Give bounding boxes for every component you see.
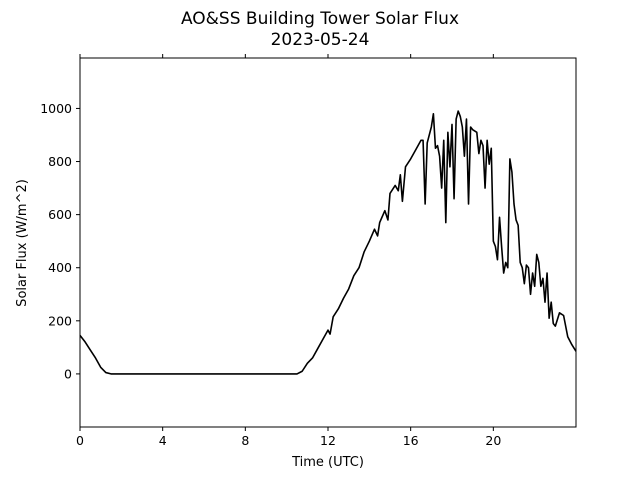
x-axis-label: Time (UTC): [291, 455, 364, 470]
x-tick-label: 8: [241, 433, 249, 448]
data-line: [79, 110, 577, 375]
x-tick-label: 16: [403, 433, 419, 448]
x-tick-label: 0: [76, 433, 84, 448]
x-tick-label: 20: [485, 433, 501, 448]
y-tick-label: 400: [48, 260, 72, 275]
x-tick-label: 4: [159, 433, 167, 448]
plot-frame: [79, 57, 577, 428]
y-tick-label: 0: [64, 366, 72, 381]
y-tick-label: 1000: [40, 101, 72, 116]
chart-subtitle: 2023-05-24: [271, 30, 370, 50]
y-tick-label: 800: [48, 154, 72, 169]
y-axis-label: Solar Flux (W/m^2): [15, 179, 30, 307]
y-tick-label: 600: [48, 207, 72, 222]
y-tick-label: 200: [48, 313, 72, 328]
x-tick-label: 12: [320, 433, 336, 448]
chart-title: AO&SS Building Tower Solar Flux: [181, 9, 459, 29]
